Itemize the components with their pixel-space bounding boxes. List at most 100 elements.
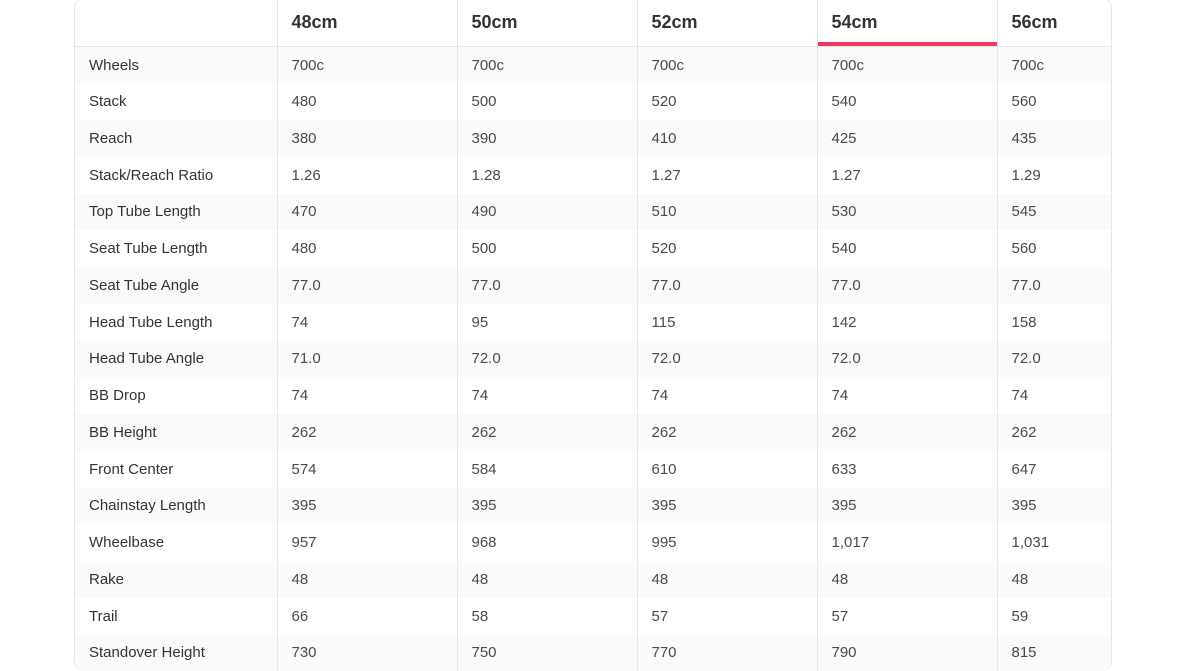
table-cell: 770 — [637, 635, 817, 671]
table-cell: 262 — [457, 414, 637, 451]
table-cell: 1,017 — [817, 524, 997, 561]
table-cell: 72.0 — [637, 341, 817, 378]
table-cell: 74 — [277, 377, 457, 414]
table-cell: 48 — [997, 561, 1111, 598]
table-cell: 74 — [277, 304, 457, 341]
row-label: Head Tube Angle — [75, 341, 277, 378]
table-cell: 584 — [457, 451, 637, 488]
table-cell: 1.28 — [457, 157, 637, 194]
table-cell: 72.0 — [997, 341, 1111, 378]
row-label: Wheelbase — [75, 524, 277, 561]
table-cell: 490 — [457, 194, 637, 231]
table-cell: 730 — [277, 635, 457, 671]
table-cell: 71.0 — [277, 341, 457, 378]
table-cell: 968 — [457, 524, 637, 561]
table-cell: 262 — [997, 414, 1111, 451]
table-cell: 1.27 — [817, 157, 997, 194]
table-cell: 77.0 — [997, 267, 1111, 304]
table-cell: 115 — [637, 304, 817, 341]
size-column-header[interactable]: 48cm — [277, 0, 457, 47]
table-cell: 500 — [457, 83, 637, 120]
table-cell: 700c — [817, 47, 997, 84]
table-cell: 574 — [277, 451, 457, 488]
table-cell: 957 — [277, 524, 457, 561]
table-cell: 530 — [817, 194, 997, 231]
size-column-header[interactable]: 56cm — [997, 0, 1111, 47]
table-cell: 48 — [277, 561, 457, 598]
row-label: Trail — [75, 598, 277, 635]
table-cell: 700c — [277, 47, 457, 84]
table-cell: 74 — [637, 377, 817, 414]
row-label: Front Center — [75, 451, 277, 488]
table-cell: 380 — [277, 120, 457, 157]
table-cell: 262 — [817, 414, 997, 451]
table-cell: 750 — [457, 635, 637, 671]
table-cell: 262 — [277, 414, 457, 451]
table-cell: 480 — [277, 83, 457, 120]
table-cell: 74 — [997, 377, 1111, 414]
size-column-header[interactable]: 52cm — [637, 0, 817, 47]
table-cell: 48 — [817, 561, 997, 598]
table-cell: 57 — [817, 598, 997, 635]
table-cell: 72.0 — [457, 341, 637, 378]
table-cell: 815 — [997, 635, 1111, 671]
row-label: Standover Height — [75, 635, 277, 671]
table-cell: 1.26 — [277, 157, 457, 194]
table-cell: 500 — [457, 230, 637, 267]
table-cell: 77.0 — [457, 267, 637, 304]
table-cell: 610 — [637, 451, 817, 488]
row-label: Reach — [75, 120, 277, 157]
table-cell: 95 — [457, 304, 637, 341]
table-cell: 480 — [277, 230, 457, 267]
table-cell: 1.29 — [997, 157, 1111, 194]
row-label: Seat Tube Length — [75, 230, 277, 267]
row-label: Chainstay Length — [75, 488, 277, 525]
row-label: BB Height — [75, 414, 277, 451]
size-column-header[interactable]: 50cm — [457, 0, 637, 47]
table-cell: 58 — [457, 598, 637, 635]
table-cell: 66 — [277, 598, 457, 635]
table-cell: 520 — [637, 83, 817, 120]
table-cell: 435 — [997, 120, 1111, 157]
table-cell: 77.0 — [637, 267, 817, 304]
table-cell: 395 — [637, 488, 817, 525]
table-cell: 395 — [457, 488, 637, 525]
table-cell: 57 — [637, 598, 817, 635]
table-cell: 410 — [637, 120, 817, 157]
table-cell: 77.0 — [277, 267, 457, 304]
table-cell: 395 — [817, 488, 997, 525]
table-cell: 540 — [817, 230, 997, 267]
table-cell: 520 — [637, 230, 817, 267]
row-label: Stack/Reach Ratio — [75, 157, 277, 194]
table-cell: 790 — [817, 635, 997, 671]
table-cell: 74 — [457, 377, 637, 414]
table-cell: 59 — [997, 598, 1111, 635]
table-cell: 74 — [817, 377, 997, 414]
table-cell: 700c — [457, 47, 637, 84]
table-cell: 545 — [997, 194, 1111, 231]
table-cell: 470 — [277, 194, 457, 231]
size-column-header[interactable]: 54cm — [817, 0, 997, 47]
table-cell: 72.0 — [817, 341, 997, 378]
table-cell: 395 — [277, 488, 457, 525]
table-cell: 647 — [997, 451, 1111, 488]
table-cell: 510 — [637, 194, 817, 231]
table-cell: 560 — [997, 230, 1111, 267]
table-cell: 262 — [637, 414, 817, 451]
table-cell: 1,031 — [997, 524, 1111, 561]
